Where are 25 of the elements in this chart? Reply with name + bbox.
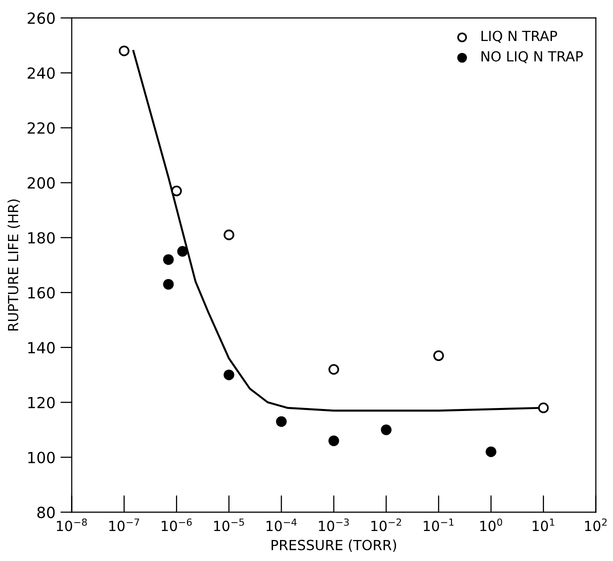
- y-tick-label: 200: [28, 177, 55, 189]
- y-tick-label: 160: [28, 286, 55, 299]
- x-tick-label: 10$^{2}$: [585, 518, 607, 532]
- x-tick-label: 10$^{−5}$: [214, 518, 244, 532]
- y-tick-label: 140: [28, 342, 55, 354]
- y-tick-label: 100: [28, 452, 55, 464]
- y-tick-label: 240: [28, 67, 55, 79]
- legend-label: NO LIQ N TRAP: [482, 51, 583, 64]
- x-tick-label: 10$^{1}$: [532, 518, 554, 532]
- x-tick-label: 10$^{−3}$: [318, 518, 349, 532]
- legend-label: LIQ N TRAP: [482, 30, 558, 43]
- x-tick-label: 10$^{−6}$: [162, 518, 192, 532]
- y-tick-label: 120: [28, 396, 55, 408]
- y-axis-title: RUPTURE LIFE (HR): [8, 199, 20, 331]
- y-tick-label: 180: [28, 232, 55, 244]
- x-tick-label: 10$^{−2}$: [371, 518, 402, 532]
- y-tick-label: 260: [28, 12, 55, 24]
- x-tick-label: 10$^{−7}$: [109, 518, 140, 532]
- x-tick-label: 10$^{0}$: [480, 518, 502, 532]
- x-tick-label: 10$^{−1}$: [424, 518, 454, 532]
- x-tick-label: 10$^{−4}$: [266, 518, 297, 532]
- y-tick-label: 80: [37, 506, 55, 518]
- y-tick-label: 220: [28, 122, 55, 134]
- x-tick-label: 10$^{−8}$: [56, 518, 87, 532]
- x-axis-title: PRESSURE (TORR): [272, 540, 396, 552]
